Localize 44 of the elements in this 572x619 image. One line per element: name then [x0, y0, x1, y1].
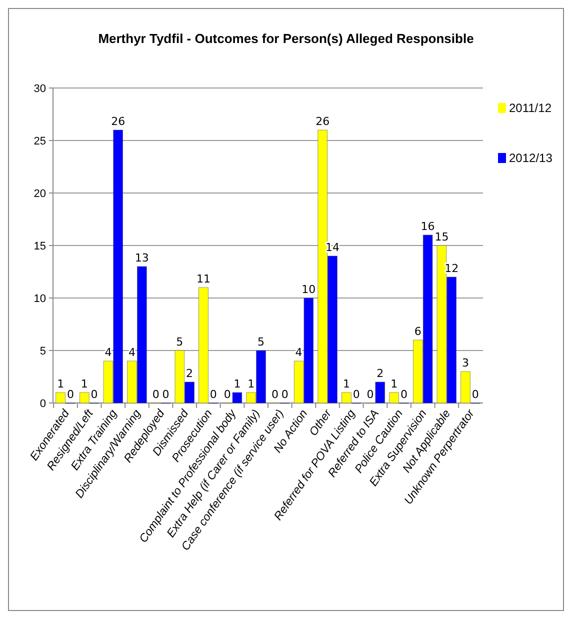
- data-label: 6: [414, 325, 422, 338]
- data-label: 1: [248, 378, 255, 390]
- data-label: 0: [271, 388, 278, 401]
- y-tick-label: 10: [34, 293, 46, 305]
- data-label: 0: [366, 388, 374, 401]
- y-tick-label: 25: [34, 136, 46, 148]
- data-label: 0: [66, 388, 74, 401]
- data-label: 1: [57, 378, 64, 390]
- legend-label: 2012/13: [509, 151, 553, 165]
- legend-label: 2011/12: [509, 101, 552, 115]
- chart-title: Merthyr Tydfil - Outcomes for Person(s) Alleged Responsible: [98, 31, 474, 46]
- y-tick-label: 30: [34, 83, 46, 95]
- data-label: 1: [342, 378, 350, 390]
- data-label: 0: [224, 388, 231, 401]
- y-tick-label: 5: [40, 346, 46, 358]
- data-label: 2: [186, 367, 194, 380]
- data-label: 26: [316, 115, 330, 128]
- data-label: 4: [104, 346, 112, 359]
- data-label: 11: [196, 272, 211, 286]
- data-label: 4: [128, 346, 136, 359]
- y-tick-label: 20: [34, 188, 46, 200]
- data-label: 26: [111, 115, 126, 128]
- data-label: 16: [420, 220, 435, 233]
- data-label: 0: [152, 388, 160, 401]
- data-label: 1: [80, 378, 88, 390]
- data-label: 1: [390, 378, 398, 390]
- data-label: 4: [295, 346, 302, 359]
- data-label: 0: [400, 388, 408, 401]
- data-label: 13: [134, 252, 149, 264]
- data-label: 0: [90, 388, 98, 401]
- data-label: 0: [162, 388, 170, 401]
- data-label: 3: [462, 356, 470, 370]
- data-label: 10: [302, 283, 316, 296]
- data-label: 15: [434, 230, 449, 244]
- data-label: 0: [472, 388, 479, 401]
- data-label: 0: [352, 388, 360, 401]
- data-label: 5: [258, 336, 265, 348]
- data-label: 2: [376, 367, 384, 380]
- data-label: 5: [176, 336, 184, 348]
- y-tick-label: 0: [40, 398, 46, 410]
- y-tick-label: 15: [34, 240, 46, 252]
- data-label: 0: [210, 388, 217, 401]
- data-label: 1: [234, 378, 241, 390]
- data-label: 0: [281, 388, 288, 401]
